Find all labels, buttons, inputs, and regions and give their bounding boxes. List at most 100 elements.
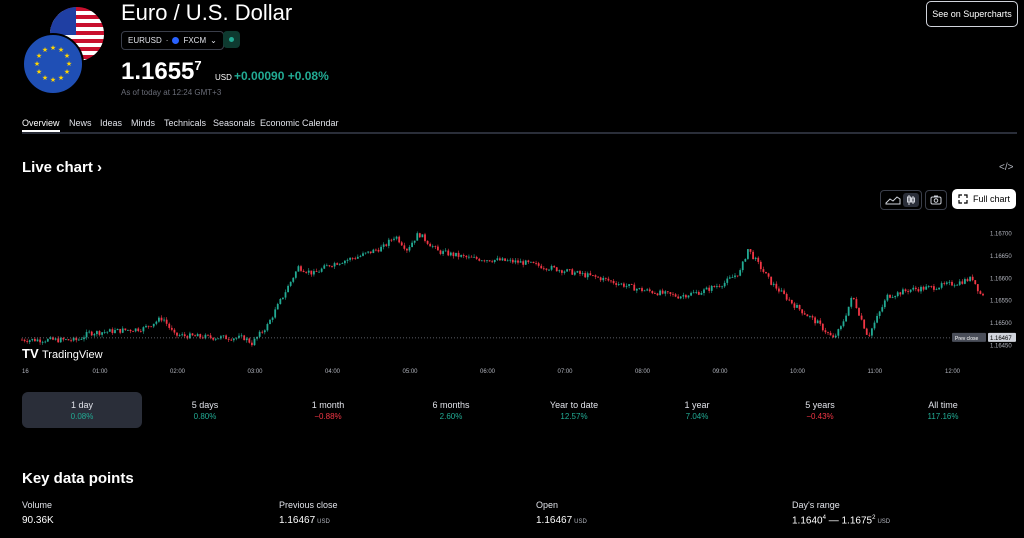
candle-body [630,284,633,285]
candle-body [837,329,840,336]
candle-body [21,339,23,341]
live-price-chart[interactable]: 1.16700 1.16650 1.16600 1.16550 1.16500 1.164… [0,215,1024,380]
tab-seasonals[interactable]: Seasonals [213,118,256,128]
symbol-selector[interactable]: EURUSD · FXCM ⌄ [121,31,224,50]
period-5-years[interactable]: 5 years −0.43% [760,392,880,428]
candle-body [881,307,884,312]
candle-body [150,326,153,328]
candle-body [491,261,494,263]
tab-technicals[interactable]: Technicals [164,118,207,128]
candle-body [713,285,716,287]
period-1-month[interactable]: 1 month −0.88% [268,392,388,428]
candle-body [933,286,935,290]
candle-body [661,290,664,294]
candle-body [145,325,147,328]
candle-body [315,271,318,272]
candle-body [716,286,718,287]
candle-body [501,258,504,261]
candle-body [395,236,398,239]
period-5-days[interactable]: 5 days 0.80% [145,392,265,428]
candle-body [359,255,362,257]
market-status-icon[interactable] [223,31,240,48]
candle-body [114,330,116,334]
candle-body [834,335,837,338]
candle-body [31,338,34,341]
candle-body [584,273,587,278]
candle-body [271,317,274,320]
candle-body [212,337,215,340]
candle-body [406,248,408,251]
period-label: 5 days [191,400,219,410]
candle-body [362,253,364,256]
candle-body [948,281,951,283]
candle-body [235,337,238,339]
candle-body [576,271,579,273]
camera-icon[interactable] [925,190,947,210]
x-tick-label: 16 [22,369,29,375]
candle-body [483,260,486,262]
candle-body [152,323,155,327]
candle-body [80,339,83,340]
y-tick-label: 1.16450 [990,344,1012,350]
candle-body [416,233,419,241]
embed-code-icon[interactable]: </> [999,162,1014,173]
chart-style-toggle[interactable] [880,190,922,210]
candle-body [674,294,677,297]
candle-body [367,251,370,253]
price-currency: USD [215,73,232,82]
prev-close-value: 1.16467 [990,336,1012,342]
candle-body [418,233,421,238]
candle-body [759,261,762,270]
candle-body [449,252,452,256]
svg-text:★: ★ [64,52,70,60]
candle-body [204,334,207,339]
period-6-months[interactable]: 6 months 2.60% [391,392,511,428]
see-on-supercharts-button[interactable]: See on Supercharts [926,1,1018,27]
period-all-time[interactable]: All time 117.16% [883,392,1003,428]
x-tick-label: 12:00 [945,369,961,375]
period-1-day[interactable]: 1 day 0.08% [22,392,142,428]
candle-body [287,285,289,293]
chevron-down-icon: ⌄ [210,36,217,45]
candle-body [656,293,659,296]
tab-overview[interactable]: Overview [22,118,60,132]
candle-body [411,242,413,248]
tab-minds[interactable]: Minds [131,118,156,128]
candle-body [623,283,625,287]
tab-economic-calendar[interactable]: Economic Calendar [260,118,339,128]
period-1-year[interactable]: 1 year 7.04% [637,392,757,428]
candle-body [72,337,75,341]
candle-body [697,292,700,295]
candle-body [850,297,853,307]
candle-body [85,332,88,338]
candle-body [969,276,971,282]
candle-body [731,277,734,278]
candle-body [23,339,26,342]
full-chart-button[interactable]: Full chart [952,189,1016,209]
prev-close-label: Prev close [955,336,979,342]
candle-body [579,271,581,274]
candle-body [772,283,775,285]
candle-body [338,263,341,265]
candle-body [734,275,736,278]
candle-body [914,287,917,290]
candle-body [744,258,747,262]
candle-body [708,287,711,291]
tab-ideas[interactable]: Ideas [100,118,123,128]
candle-body [664,291,667,294]
candle-body [434,246,437,248]
candle-body [470,256,473,258]
candle-body [70,340,72,342]
period-year-to-date[interactable]: Year to date 12.57% [514,392,634,428]
tab-news[interactable]: News [69,118,92,128]
candle-body [320,268,323,272]
live-chart-heading[interactable]: Live chart › [22,159,103,176]
candle-body [385,244,388,246]
candle-body [88,331,91,333]
x-tick-label: 06:00 [480,369,496,375]
candle-body [460,255,463,257]
candle-body [400,242,403,246]
y-tick-label: 1.16650 [990,254,1012,260]
candle-body [785,293,788,300]
candle-body [953,285,956,287]
